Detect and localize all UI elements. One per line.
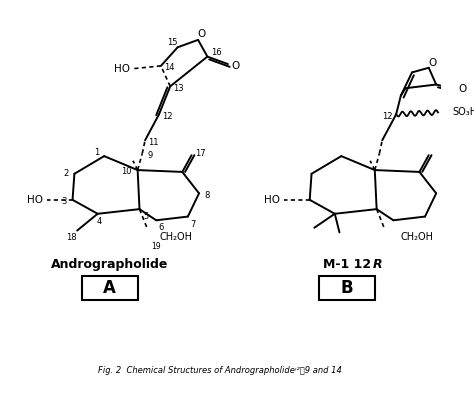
Text: Fig. 2  Chemical Structures of Andrographolideᵎ²⥒9 and 14: Fig. 2 Chemical Structures of Andrograph… xyxy=(99,366,342,375)
Text: 14: 14 xyxy=(164,63,174,72)
Text: 1: 1 xyxy=(94,148,100,157)
Text: CH₂OH: CH₂OH xyxy=(160,232,193,242)
Text: HO: HO xyxy=(264,195,281,205)
Text: O: O xyxy=(198,29,206,39)
Bar xyxy=(319,276,375,300)
Text: A: A xyxy=(103,279,116,297)
Bar xyxy=(82,276,137,300)
Text: B: B xyxy=(341,279,353,297)
Text: 16: 16 xyxy=(211,48,222,57)
Text: 6: 6 xyxy=(158,223,164,232)
Text: 2: 2 xyxy=(64,169,69,178)
Text: SO₃H: SO₃H xyxy=(452,107,474,117)
Text: 5: 5 xyxy=(143,212,149,221)
Text: O: O xyxy=(231,61,239,71)
Text: HO: HO xyxy=(27,195,43,205)
Text: CH₂OH: CH₂OH xyxy=(401,232,434,242)
Text: M-1 12: M-1 12 xyxy=(323,258,371,271)
Text: 10: 10 xyxy=(121,167,132,177)
Text: 13: 13 xyxy=(173,84,184,93)
Text: HO: HO xyxy=(114,64,130,74)
Text: 15: 15 xyxy=(167,38,177,47)
Text: 18: 18 xyxy=(66,233,77,243)
Text: O: O xyxy=(428,58,437,68)
Text: Andrographolide: Andrographolide xyxy=(51,258,168,271)
Text: R: R xyxy=(373,258,383,271)
Text: 4: 4 xyxy=(97,217,102,226)
Text: 11: 11 xyxy=(148,138,159,147)
Text: 7: 7 xyxy=(190,220,195,228)
Text: 8: 8 xyxy=(205,191,210,200)
Text: 3: 3 xyxy=(62,197,67,206)
Text: 19: 19 xyxy=(151,242,161,251)
Text: O: O xyxy=(458,84,466,94)
Text: 17: 17 xyxy=(196,149,206,158)
Text: 9: 9 xyxy=(147,150,152,160)
Text: 12: 12 xyxy=(382,112,392,120)
Text: 12: 12 xyxy=(162,112,173,120)
